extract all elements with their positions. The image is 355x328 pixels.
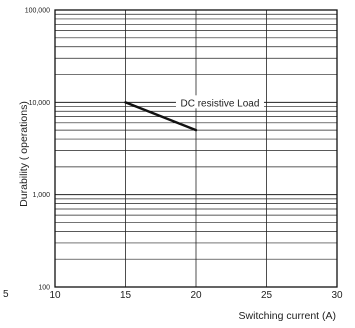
y-tick-label: 10,000 <box>29 100 51 107</box>
y-tick-label: 100 <box>38 285 50 292</box>
y-tick-label: 100,000 <box>25 8 50 15</box>
x-axis-title: Switching current (A) <box>239 310 336 322</box>
annotation-label: DC resistive Load <box>181 98 260 109</box>
y-axis-title: Durability ( operations) <box>18 101 30 207</box>
x-tick-label: 15 <box>120 290 132 301</box>
x-tick-label: 25 <box>261 290 273 301</box>
y-tick-labels: 100 1,000 10,000 100,000 <box>25 8 50 292</box>
x-tick-label: 10 <box>49 290 61 301</box>
x-tick-label: 20 <box>190 290 202 301</box>
x-tick-label: 30 <box>331 290 343 301</box>
stray-tick-label: 5 <box>3 289 9 300</box>
series-lines <box>124 101 198 132</box>
y-tick-label: 1,000 <box>32 192 50 199</box>
x-tick-labels: 10 15 20 25 30 <box>49 290 343 301</box>
plot-frame <box>54 9 338 288</box>
annotation-backing <box>175 95 264 109</box>
series-line <box>124 101 198 132</box>
plot-border <box>54 9 338 288</box>
annotations: DC resistive Load <box>175 95 264 109</box>
